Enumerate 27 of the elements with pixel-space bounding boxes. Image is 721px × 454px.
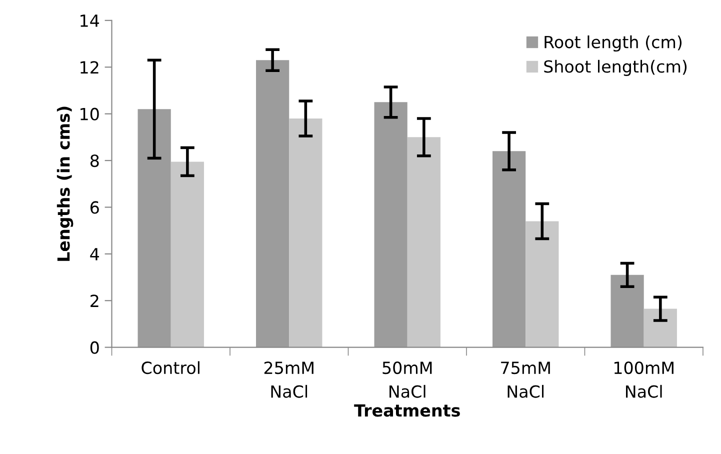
bar [256,60,290,348]
bar [492,151,526,348]
bar [644,308,677,348]
legend-label: Root length (cm) [544,35,682,52]
y-tick-label: 4 [90,248,100,260]
x-tick-label: 100mM NaCl [614,361,674,398]
bar [374,102,408,348]
bar [170,162,204,348]
x-tick-label: 50mM NaCl [382,361,432,398]
y-tick-label: 12 [80,61,98,74]
bar [526,221,559,348]
x-tick-label: 75mM NaCl [501,362,550,398]
y-tick-label: 6 [90,201,99,214]
y-tick-label: 0 [90,341,99,354]
y-tick-label: 2 [90,294,98,307]
bar [407,137,440,348]
y-tick-label: 14 [80,14,100,27]
y-axis-title: Lengths (in cms) [56,106,74,261]
y-tick-label: 10 [80,108,99,120]
x-tick-label: 25mM NaCl [264,361,314,398]
y-tick-label: 8 [90,154,99,168]
legend-label: Shoot length(cm) [544,60,687,76]
x-tick-label: Control [142,361,200,374]
bar [610,274,644,348]
bar [289,118,322,348]
x-axis-title: Treatments [354,404,460,417]
bar [138,109,171,348]
